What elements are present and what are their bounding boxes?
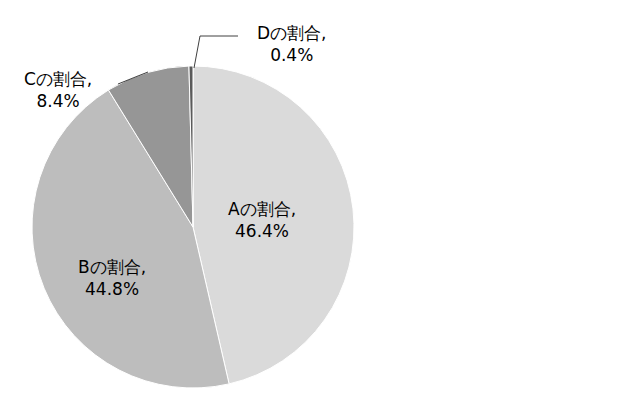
svg-text:Bの割合,44.8%: Bの割合,44.8% — [78, 257, 146, 299]
svg-text:Cの割合,8.4%: Cの割合,8.4% — [24, 69, 92, 111]
svg-text:Aの割合,46.4%: Aの割合,46.4% — [228, 199, 296, 241]
svg-text:Dの割合,0.4%: Dの割合,0.4% — [257, 23, 327, 65]
